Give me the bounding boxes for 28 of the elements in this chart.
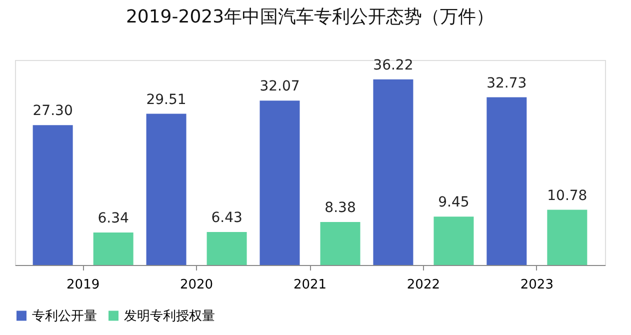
bar (206, 232, 247, 265)
bar (486, 97, 527, 265)
bar (373, 79, 414, 265)
bar (320, 222, 360, 265)
data-label: 32.73 (486, 75, 527, 92)
legend-label: 专利公开量 (32, 308, 97, 324)
data-label: 10.78 (547, 188, 588, 204)
data-label: 27.30 (32, 103, 73, 120)
x-tick-label: 2020 (180, 278, 214, 292)
bar (547, 210, 588, 265)
bar (434, 216, 474, 265)
x-tick-label: 2019 (66, 278, 100, 292)
legend-label: 发明专利授权量 (124, 308, 215, 324)
bar (32, 125, 73, 265)
data-label: 36.22 (373, 57, 414, 74)
data-label: 6.43 (211, 210, 242, 226)
data-label: 8.38 (324, 200, 356, 216)
x-tick-label: 2021 (293, 278, 327, 292)
data-label: 29.51 (146, 92, 186, 108)
x-tick-label: 2022 (406, 278, 440, 292)
bar (93, 232, 134, 265)
chart-title: 2019-2023年中国汽车专利公开态势（万件） (126, 6, 494, 28)
bar (260, 100, 300, 265)
data-label: 32.07 (260, 78, 300, 95)
data-label: 9.45 (438, 194, 470, 211)
x-tick-label: 2023 (520, 278, 554, 292)
data-label: 6.34 (98, 210, 130, 227)
bar (146, 114, 186, 265)
